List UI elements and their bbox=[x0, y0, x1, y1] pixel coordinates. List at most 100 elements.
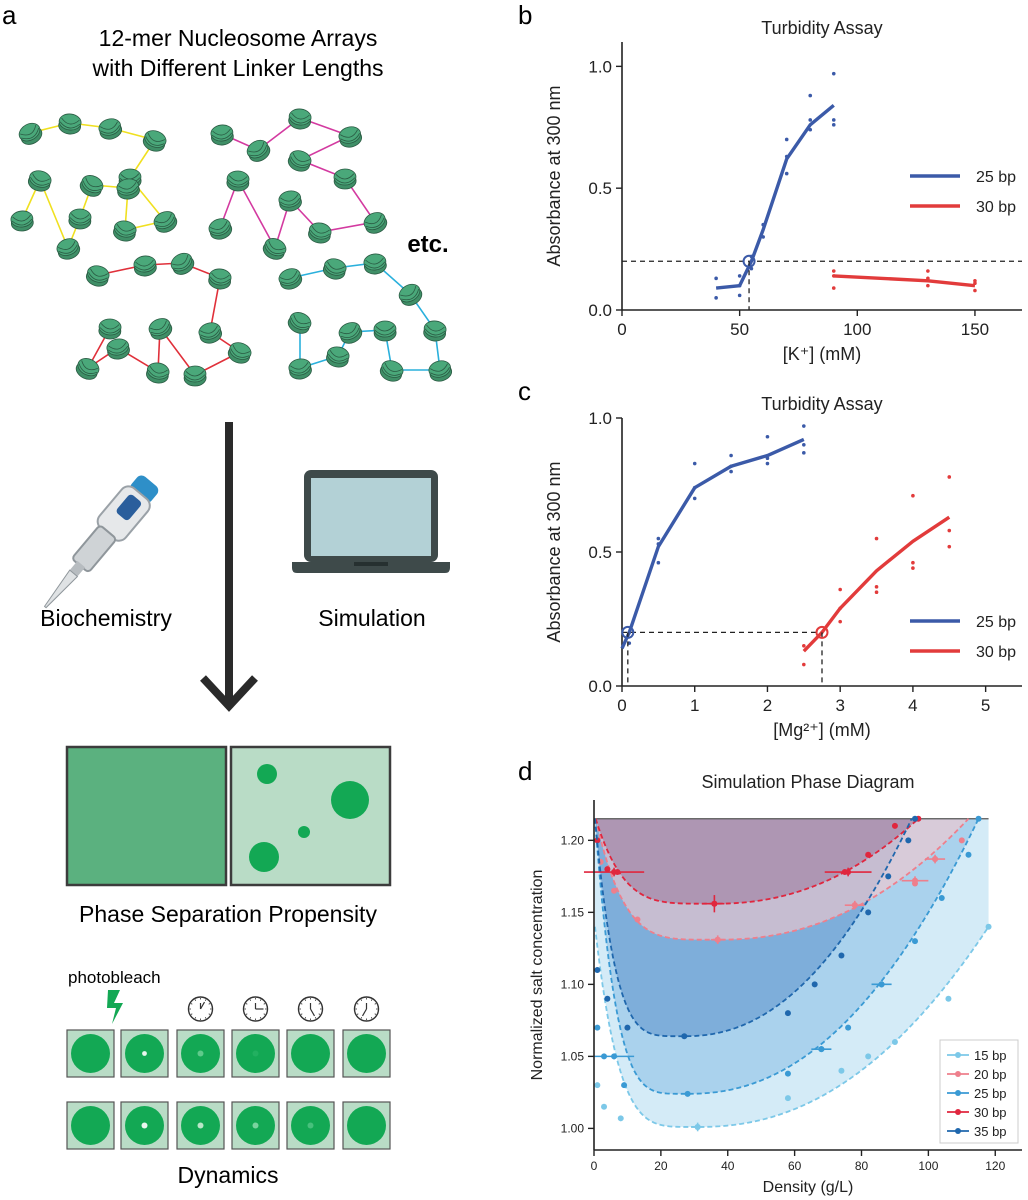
dna-wrap bbox=[280, 274, 300, 284]
data-point bbox=[965, 851, 972, 858]
data-point bbox=[838, 606, 842, 611]
dna-wrap bbox=[248, 141, 265, 153]
data-point bbox=[985, 923, 992, 930]
dna-wrap bbox=[289, 365, 311, 374]
dna-wrap bbox=[375, 325, 395, 332]
clock-tick bbox=[259, 999, 262, 1001]
separated-phase-box bbox=[229, 745, 392, 887]
data-point bbox=[851, 902, 858, 909]
dynamics-label: Dynamics bbox=[178, 1162, 279, 1188]
chart-c: 0 1 2 3 4 5 0.0 0.5 1.0 Turbidity Assay [Mg²⁺] (mM… bbox=[544, 394, 1022, 740]
nucleosome-face bbox=[278, 268, 301, 286]
data-point bbox=[926, 276, 930, 281]
nucleosome-icon bbox=[58, 113, 82, 135]
legend-label: 35 bp bbox=[974, 1124, 1007, 1139]
x-tick-label: 80 bbox=[855, 1159, 869, 1173]
nucleosome-icon bbox=[278, 190, 302, 212]
dna-wrap bbox=[100, 121, 118, 130]
dna-wrap bbox=[227, 179, 249, 186]
dna-wrap bbox=[99, 327, 121, 334]
laptop-icon bbox=[292, 470, 450, 573]
data-point bbox=[975, 815, 982, 822]
dna-wrap bbox=[230, 348, 250, 358]
clock-tick bbox=[190, 1013, 193, 1015]
data-point bbox=[729, 469, 733, 474]
legend-label: 25 bp bbox=[976, 169, 1016, 186]
chart-title: Turbidity Assay bbox=[761, 18, 882, 38]
data-point bbox=[831, 269, 836, 273]
data-point bbox=[617, 1115, 624, 1122]
nucleosome-face bbox=[363, 212, 386, 231]
dna-wrap bbox=[212, 128, 231, 136]
dna-wrap bbox=[424, 328, 446, 336]
data-point bbox=[765, 456, 770, 461]
dna-wrap bbox=[327, 261, 345, 270]
nucleosome-icon bbox=[198, 322, 223, 344]
y-axis-label: Absorbance at 300 nm bbox=[544, 85, 564, 266]
data-point bbox=[865, 909, 872, 916]
nucleosome-icon bbox=[10, 210, 34, 232]
data-point bbox=[973, 278, 977, 283]
clock-tick bbox=[263, 1003, 266, 1005]
dna-wrap bbox=[279, 270, 298, 280]
data-point bbox=[947, 475, 952, 479]
data-point bbox=[932, 856, 939, 863]
dna-wrap bbox=[430, 363, 448, 372]
data-point bbox=[874, 536, 879, 541]
data-point bbox=[938, 894, 945, 901]
dna-wrap bbox=[340, 129, 358, 138]
clock-tick bbox=[249, 1017, 252, 1019]
legend-label: 25 bp bbox=[974, 1086, 1007, 1101]
nucleosome-icon bbox=[153, 211, 178, 233]
dna-wrap bbox=[184, 374, 206, 381]
bleach-spot bbox=[142, 1051, 147, 1056]
dna-wrap bbox=[280, 194, 299, 202]
data-point bbox=[737, 283, 742, 288]
dna-wrap bbox=[364, 214, 382, 225]
nucleosome-icon bbox=[18, 122, 43, 145]
y-tick-label: 1.05 bbox=[561, 1050, 585, 1064]
data-point bbox=[694, 1123, 701, 1130]
droplet bbox=[71, 1106, 110, 1145]
data-point bbox=[604, 866, 611, 873]
chart-d: 0 20 40 60 80 100 120 1.00 1.05 1.10 1.15 1.20 Simul… bbox=[529, 772, 1022, 1196]
data-point bbox=[865, 851, 872, 858]
panel-label-c: c bbox=[518, 376, 531, 406]
clock-tick bbox=[304, 999, 307, 1001]
dna-wrap bbox=[400, 285, 417, 297]
nucleosome-icon bbox=[208, 218, 233, 240]
clock-tick bbox=[204, 1017, 207, 1019]
dna-wrap bbox=[384, 362, 403, 372]
data-point bbox=[874, 585, 879, 589]
droplet bbox=[291, 1034, 330, 1073]
clock-tick bbox=[263, 1013, 266, 1015]
nucleosome-icon bbox=[210, 124, 234, 146]
frap-cell bbox=[342, 1029, 391, 1078]
nucleosome-icon bbox=[146, 362, 170, 384]
dna-wrap bbox=[232, 344, 251, 354]
dna-wrap bbox=[147, 369, 168, 378]
dna-wrap bbox=[340, 327, 360, 338]
legend-box bbox=[939, 1039, 1019, 1144]
nucleosome-face bbox=[81, 175, 104, 194]
frap-cell bbox=[342, 1101, 391, 1150]
clock-tick bbox=[208, 1003, 211, 1005]
data-point bbox=[611, 887, 618, 894]
data-point bbox=[831, 123, 836, 127]
clock-tick bbox=[208, 1013, 211, 1015]
dna-wrap bbox=[211, 132, 233, 140]
data-point bbox=[594, 1024, 601, 1031]
dna-wrap bbox=[172, 254, 189, 266]
clock-tick bbox=[318, 1013, 321, 1015]
frap-cell bbox=[66, 1101, 115, 1150]
nucleosome-face bbox=[77, 358, 100, 377]
nucleosome-icon bbox=[423, 320, 447, 342]
frap-cell bbox=[120, 1029, 169, 1078]
data-point bbox=[761, 222, 765, 227]
data-point bbox=[802, 451, 806, 455]
clock-tick bbox=[300, 1013, 303, 1015]
chart-title: Simulation Phase Diagram bbox=[701, 772, 914, 792]
y-axis-label: Absorbance at 300 nm bbox=[544, 461, 564, 642]
nucleosome-icon bbox=[428, 360, 453, 382]
